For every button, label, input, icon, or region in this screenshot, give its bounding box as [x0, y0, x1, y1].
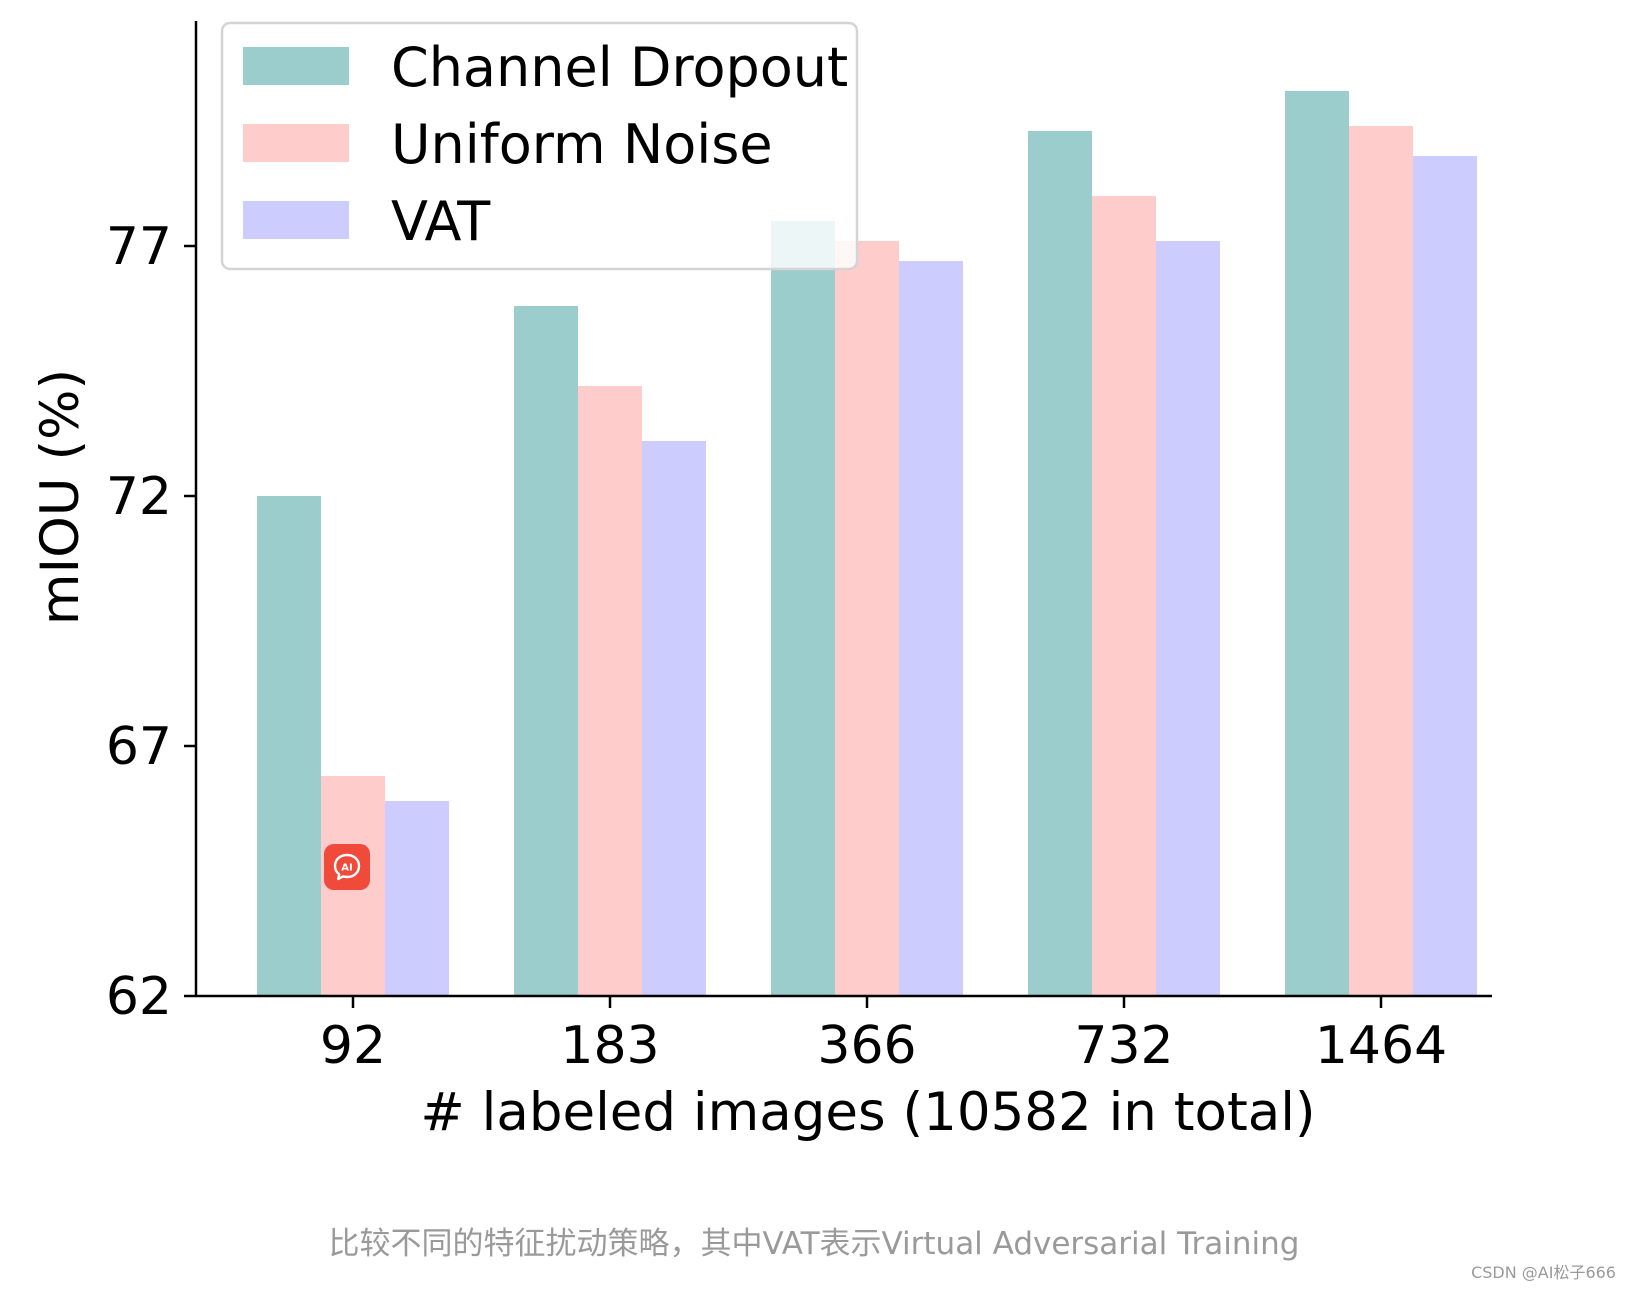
bars-group — [257, 91, 1477, 996]
y-axis-label: mIOU (%) — [30, 369, 91, 625]
x-tick-label-92: 92 — [320, 1016, 386, 1076]
y-ticks-group: 62 67 72 77 — [106, 217, 196, 1027]
legend-label-vat: VAT — [391, 190, 491, 253]
y-tick-label-67: 67 — [106, 717, 172, 777]
ai-badge-text: AI — [341, 863, 352, 874]
y-tick-label-62: 62 — [106, 967, 172, 1027]
x-tick-label-732: 732 — [1074, 1016, 1173, 1076]
watermark: CSDN @AI松子666 — [1471, 1263, 1616, 1282]
x-ticks-group: 92 183 366 732 1464 — [320, 996, 1447, 1076]
legend-swatch-channel-dropout — [243, 47, 349, 85]
bar-vat-1464 — [1413, 156, 1477, 996]
x-tick-label-366: 366 — [817, 1016, 916, 1076]
bar-chart: 62 67 72 77 92 183 366 732 1464 mIOU (%) # labe… — [30, 21, 1492, 1143]
x-tick-label-1464: 1464 — [1315, 1016, 1447, 1076]
bar-uniform-noise-732 — [1092, 196, 1156, 996]
legend-label-channel-dropout: Channel Dropout — [391, 36, 848, 99]
axes-group — [194, 21, 1492, 998]
legend-label-uniform-noise: Uniform Noise — [391, 113, 773, 176]
x-axis-label: # labeled images (10582 in total) — [420, 1082, 1315, 1143]
legend-swatch-vat — [243, 201, 349, 239]
bar-channel-dropout-1464 — [1285, 91, 1349, 996]
legend-box — [220, 21, 859, 271]
ai-assistant-badge[interactable]: AI — [324, 844, 370, 890]
bar-vat-366 — [899, 261, 963, 996]
bar-channel-dropout-732 — [1028, 131, 1092, 996]
bar-channel-dropout-366 — [771, 221, 835, 996]
ai-chat-icon: AI — [333, 853, 361, 881]
bar-vat-732 — [1156, 241, 1220, 996]
x-tick-label-183: 183 — [560, 1016, 659, 1076]
legend-swatch-uniform-noise — [243, 124, 349, 162]
bar-channel-dropout-183 — [514, 306, 578, 996]
bar-uniform-noise-366 — [835, 241, 899, 996]
legend: Channel Dropout Uniform Noise VAT — [220, 21, 859, 271]
bar-vat-92 — [385, 801, 449, 996]
bar-channel-dropout-92 — [257, 496, 321, 996]
y-tick-label-77: 77 — [106, 217, 172, 277]
bar-vat-183 — [642, 441, 706, 996]
bar-uniform-noise-183 — [578, 386, 642, 996]
bar-uniform-noise-1464 — [1349, 126, 1413, 996]
y-tick-label-72: 72 — [106, 467, 172, 527]
figure-caption: 比较不同的特征扰动策略，其中VAT表示Virtual Adversarial T… — [328, 1226, 1300, 1262]
